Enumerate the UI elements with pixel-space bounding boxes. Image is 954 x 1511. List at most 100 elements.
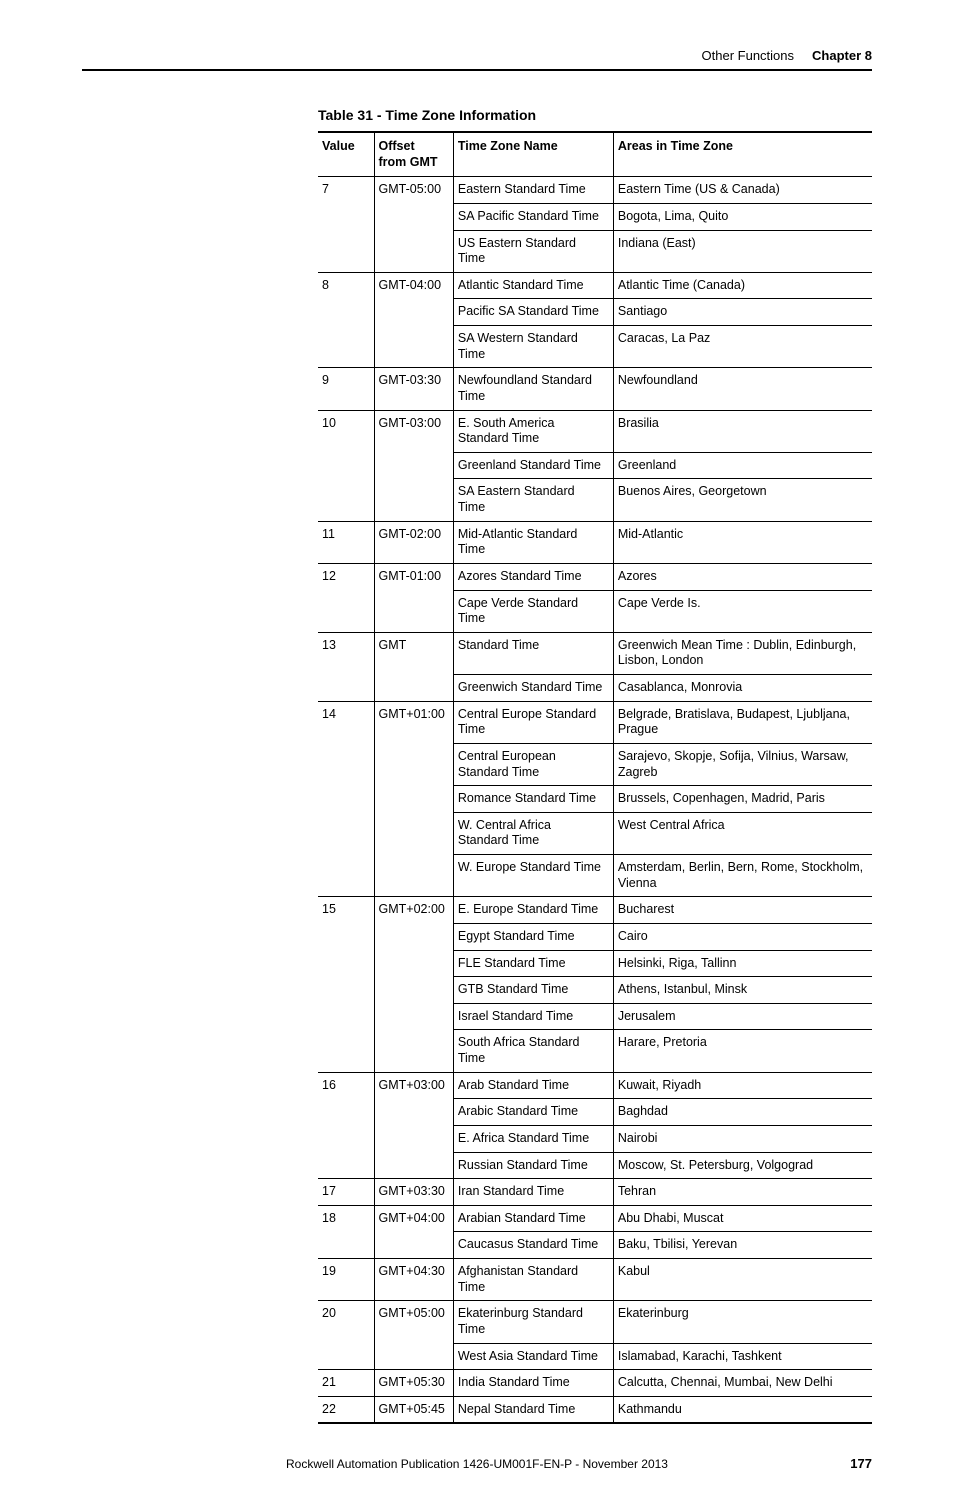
col-header-areas: Areas in Time Zone <box>613 132 872 177</box>
cell-areas: Athens, Istanbul, Minsk <box>613 977 872 1004</box>
cell-tz-name: Nepal Standard Time <box>453 1396 613 1423</box>
cell-value <box>318 812 374 854</box>
cell-offset: GMT+01:00 <box>374 701 453 743</box>
table-row: 16GMT+03:00Arab Standard TimeKuwait, Riy… <box>318 1072 872 1099</box>
table-row: Romance Standard TimeBrussels, Copenhage… <box>318 786 872 813</box>
page-footer: Rockwell Automation Publication 1426-UM0… <box>82 1456 872 1471</box>
table-row: 22GMT+05:45Nepal Standard TimeKathmandu <box>318 1396 872 1423</box>
table-row: E. Africa Standard TimeNairobi <box>318 1125 872 1152</box>
col-header-offset: Offset from GMT <box>374 132 453 177</box>
footer-publication: Rockwell Automation Publication 1426-UM0… <box>122 1457 832 1471</box>
table-row: SA Eastern Standard TimeBuenos Aires, Ge… <box>318 479 872 521</box>
cell-value <box>318 786 374 813</box>
cell-areas: Harare, Pretoria <box>613 1030 872 1072</box>
header-section: Other Functions <box>702 48 795 63</box>
cell-offset <box>374 743 453 785</box>
cell-tz-name: Greenwich Standard Time <box>453 675 613 702</box>
cell-tz-name: India Standard Time <box>453 1370 613 1397</box>
cell-tz-name: Afghanistan Standard Time <box>453 1259 613 1301</box>
cell-offset: GMT+04:30 <box>374 1259 453 1301</box>
table-row: 7GMT-05:00Eastern Standard TimeEastern T… <box>318 177 872 204</box>
page: Other Functions Chapter 8 Table 31 - Tim… <box>0 0 954 1511</box>
cell-areas: Atlantic Time (Canada) <box>613 272 872 299</box>
table-row: Israel Standard TimeJerusalem <box>318 1003 872 1030</box>
cell-tz-name: Iran Standard Time <box>453 1179 613 1206</box>
cell-value: 22 <box>318 1396 374 1423</box>
cell-tz-name: Standard Time <box>453 632 613 674</box>
cell-tz-name: Central European Standard Time <box>453 743 613 785</box>
cell-offset: GMT+05:45 <box>374 1396 453 1423</box>
cell-offset <box>374 1003 453 1030</box>
cell-value <box>318 923 374 950</box>
cell-areas: Greenland <box>613 452 872 479</box>
cell-areas: West Central Africa <box>613 812 872 854</box>
cell-offset <box>374 855 453 897</box>
cell-value: 18 <box>318 1205 374 1232</box>
table-row: 10GMT-03:00E. South America Standard Tim… <box>318 410 872 452</box>
cell-value: 16 <box>318 1072 374 1099</box>
cell-value: 12 <box>318 563 374 590</box>
cell-value <box>318 1343 374 1370</box>
cell-tz-name: Arabian Standard Time <box>453 1205 613 1232</box>
cell-value <box>318 479 374 521</box>
cell-areas: Ekaterinburg <box>613 1301 872 1343</box>
cell-tz-name: Central Europe Standard Time <box>453 701 613 743</box>
cell-areas: Nairobi <box>613 1125 872 1152</box>
cell-value: 13 <box>318 632 374 674</box>
cell-areas: Baghdad <box>613 1099 872 1126</box>
table-row: 19GMT+04:30Afghanistan Standard TimeKabu… <box>318 1259 872 1301</box>
table-row: SA Pacific Standard TimeBogota, Lima, Qu… <box>318 203 872 230</box>
table-caption: Table 31 - Time Zone Information <box>318 107 872 123</box>
cell-areas: Bogota, Lima, Quito <box>613 203 872 230</box>
cell-offset: GMT-04:00 <box>374 272 453 299</box>
cell-offset <box>374 812 453 854</box>
table-row: 13GMTStandard TimeGreenwich Mean Time : … <box>318 632 872 674</box>
cell-tz-name: Eastern Standard Time <box>453 177 613 204</box>
cell-offset: GMT-03:00 <box>374 410 453 452</box>
cell-areas: Kuwait, Riyadh <box>613 1072 872 1099</box>
table-row: West Asia Standard TimeIslamabad, Karach… <box>318 1343 872 1370</box>
cell-offset <box>374 452 453 479</box>
cell-value: 19 <box>318 1259 374 1301</box>
cell-tz-name: SA Western Standard Time <box>453 326 613 368</box>
cell-value <box>318 590 374 632</box>
cell-areas: Abu Dhabi, Muscat <box>613 1205 872 1232</box>
cell-value <box>318 1125 374 1152</box>
cell-areas: Greenwich Mean Time : Dublin, Edinburgh,… <box>613 632 872 674</box>
cell-tz-name: Pacific SA Standard Time <box>453 299 613 326</box>
table-row: Russian Standard TimeMoscow, St. Petersb… <box>318 1152 872 1179</box>
cell-value <box>318 977 374 1004</box>
cell-tz-name: South Africa Standard Time <box>453 1030 613 1072</box>
cell-offset <box>374 1099 453 1126</box>
cell-offset <box>374 203 453 230</box>
cell-offset <box>374 1232 453 1259</box>
cell-areas: Azores <box>613 563 872 590</box>
cell-areas: Mid-Atlantic <box>613 521 872 563</box>
timezone-table: Value Offset from GMT Time Zone Name Are… <box>318 131 872 1424</box>
cell-tz-name: Ekaterinburg Standard Time <box>453 1301 613 1343</box>
running-header: Other Functions Chapter 8 <box>82 48 872 71</box>
table-row: Greenwich Standard TimeCasablanca, Monro… <box>318 675 872 702</box>
cell-areas: Santiago <box>613 299 872 326</box>
cell-areas: Belgrade, Bratislava, Budapest, Ljubljan… <box>613 701 872 743</box>
cell-offset <box>374 590 453 632</box>
cell-areas: Moscow, St. Petersburg, Volgograd <box>613 1152 872 1179</box>
table-row: Cape Verde Standard TimeCape Verde Is. <box>318 590 872 632</box>
cell-areas: Brasilia <box>613 410 872 452</box>
table-row: Greenland Standard TimeGreenland <box>318 452 872 479</box>
footer-page-number: 177 <box>832 1456 872 1471</box>
table-row: 12GMT-01:00Azores Standard TimeAzores <box>318 563 872 590</box>
cell-tz-name: Atlantic Standard Time <box>453 272 613 299</box>
cell-tz-name: Greenland Standard Time <box>453 452 613 479</box>
cell-tz-name: GTB Standard Time <box>453 977 613 1004</box>
cell-offset: GMT-02:00 <box>374 521 453 563</box>
table-row: 14GMT+01:00Central Europe Standard TimeB… <box>318 701 872 743</box>
table-row: W. Central Africa Standard TimeWest Cent… <box>318 812 872 854</box>
cell-offset: GMT+05:30 <box>374 1370 453 1397</box>
table-row: Caucasus Standard TimeBaku, Tbilisi, Yer… <box>318 1232 872 1259</box>
cell-offset <box>374 675 453 702</box>
cell-areas: Islamabad, Karachi, Tashkent <box>613 1343 872 1370</box>
cell-value: 9 <box>318 368 374 410</box>
col-header-name: Time Zone Name <box>453 132 613 177</box>
cell-areas: Newfoundland <box>613 368 872 410</box>
